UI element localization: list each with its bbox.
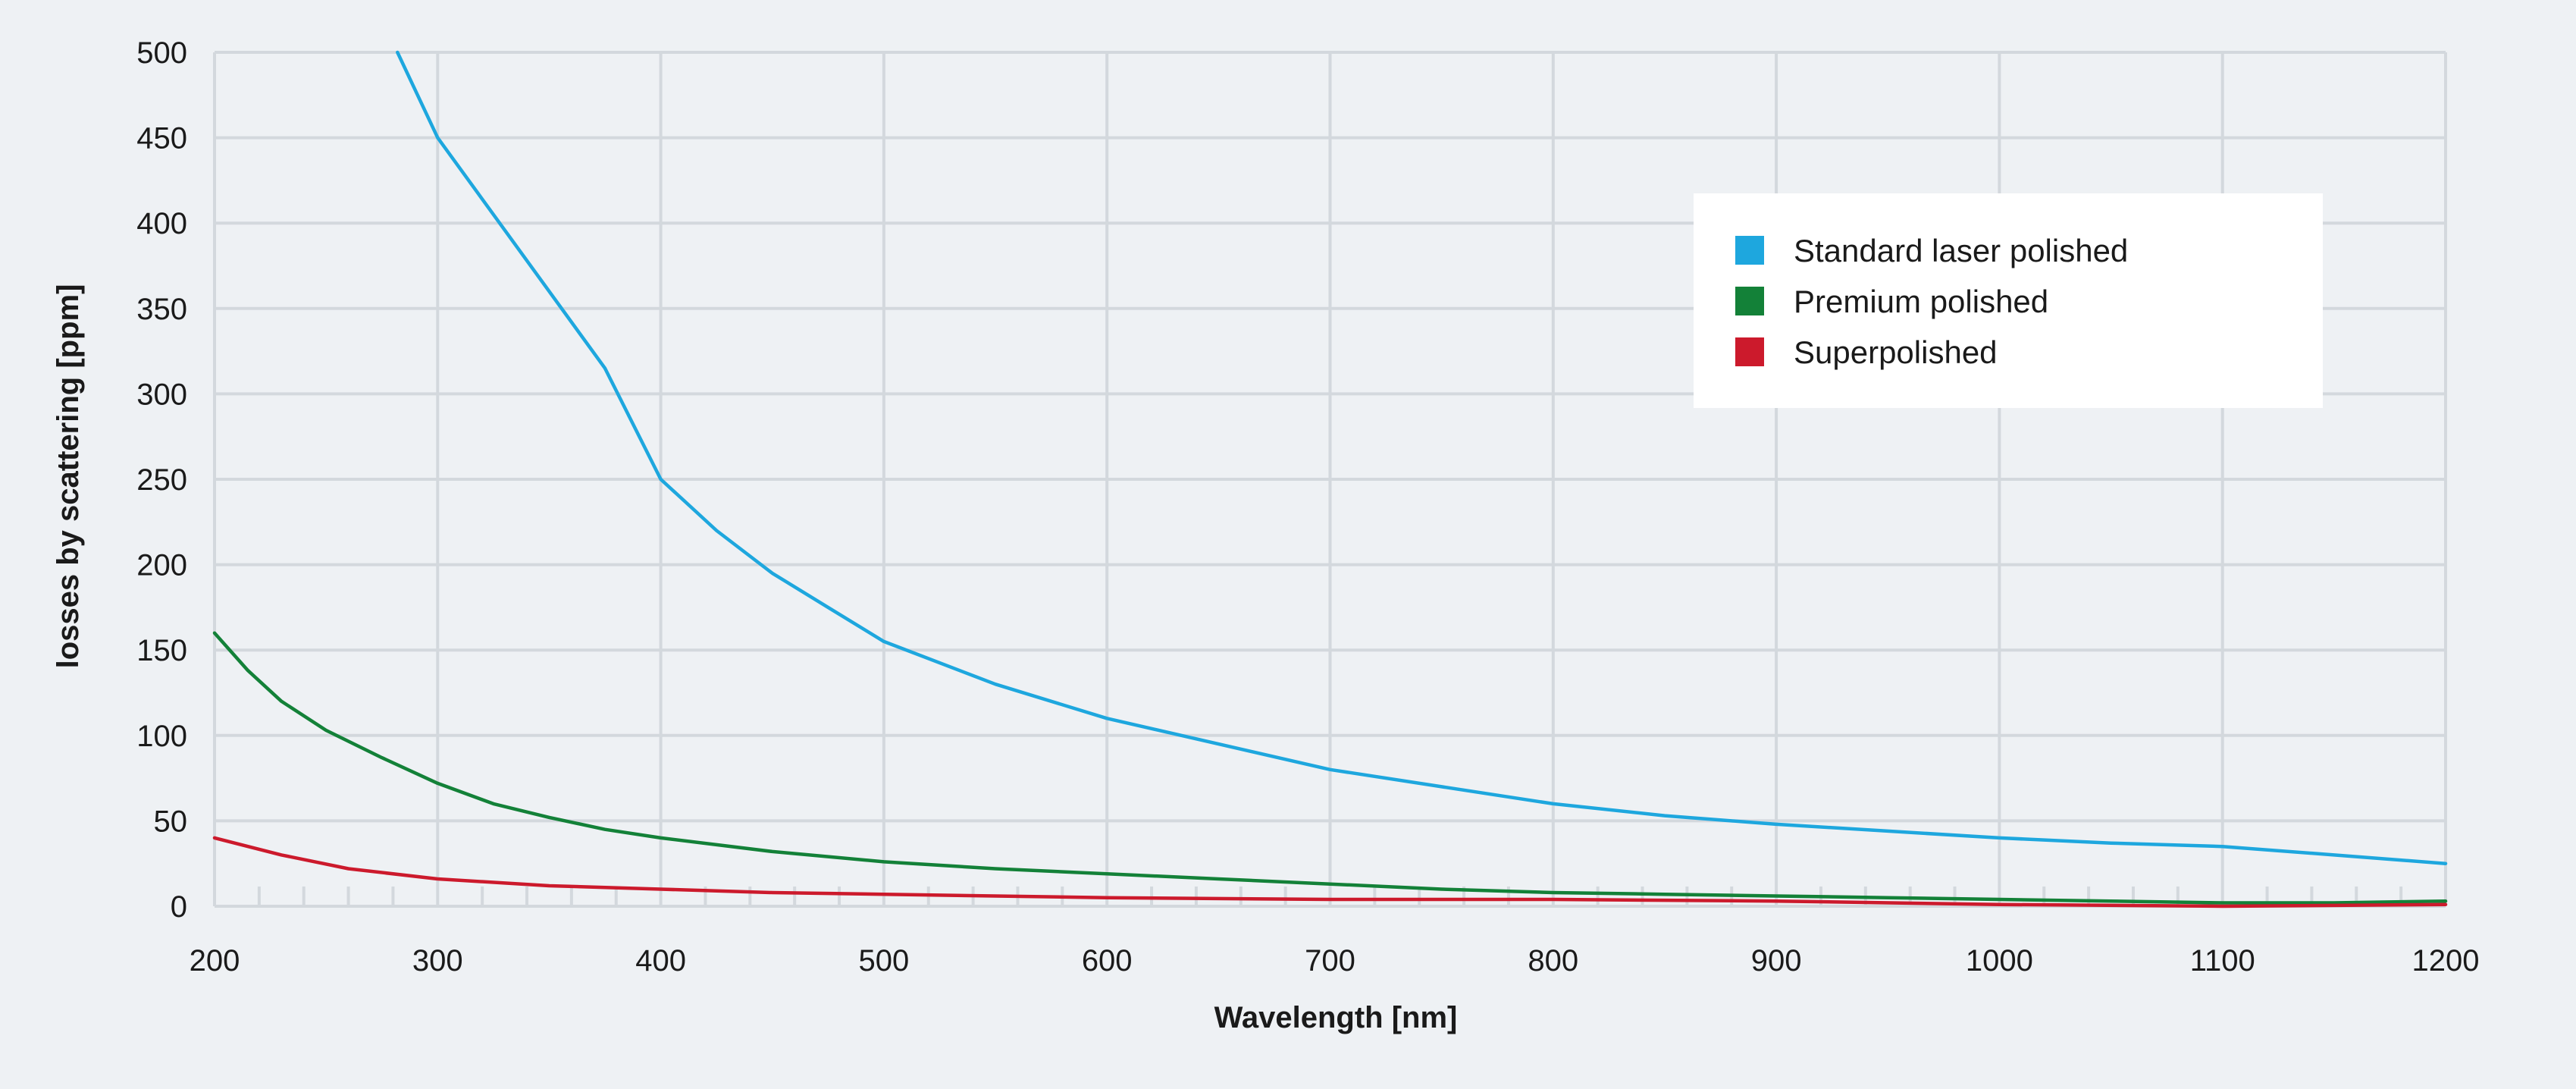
- legend-label: Superpolished: [1794, 334, 1998, 370]
- legend-swatch: [1735, 337, 1764, 366]
- y-tick-label: 300: [136, 378, 187, 411]
- x-tick-label: 800: [1528, 944, 1578, 978]
- x-tick-label: 1100: [2190, 944, 2255, 978]
- y-tick-label: 0: [171, 890, 187, 924]
- series-line-premium-polished: [212, 631, 2448, 905]
- y-tick-label: 350: [136, 293, 187, 326]
- series-line-standard-laser-polished: [396, 50, 2448, 865]
- x-tick-label: 1000: [1966, 944, 2033, 978]
- x-tick-label: 400: [635, 944, 686, 978]
- x-tick-label: 300: [412, 944, 463, 978]
- y-tick-label: 250: [136, 463, 187, 497]
- y-tick-label: 500: [136, 36, 187, 70]
- y-tick-label: 100: [136, 720, 187, 753]
- y-tick-label: 450: [136, 122, 187, 155]
- legend-items: Standard laser polished Premium polished S…: [1735, 233, 2128, 370]
- legend-box: [1694, 193, 2323, 408]
- x-tick-label: 1200: [2412, 944, 2480, 978]
- x-tick-label: 900: [1751, 944, 1802, 978]
- x-tick-label: 700: [1305, 944, 1355, 978]
- legend-label: Premium polished: [1794, 284, 2048, 319]
- legend-swatch: [1735, 236, 1764, 265]
- y-axis-title: losses by scattering [ppm]: [52, 284, 85, 669]
- x-tick-label: 200: [190, 944, 240, 978]
- x-tick-label: 600: [1082, 944, 1133, 978]
- legend: Standard laser polished Premium polished S…: [1694, 193, 2323, 408]
- x-tick-labels: 200 300 400 500 600 700 800 900 1000 1100 1200: [190, 944, 2480, 978]
- x-tick-label: 500: [859, 944, 910, 978]
- y-tick-label: 150: [136, 634, 187, 667]
- y-tick-label: 400: [136, 207, 187, 240]
- x-axis-title: Wavelength [nm]: [1214, 1001, 1458, 1034]
- series-line-superpolished: [212, 836, 2448, 909]
- y-tick-label: 200: [136, 549, 187, 582]
- legend-label: Standard laser polished: [1794, 233, 2128, 268]
- y-tick-label: 50: [154, 805, 188, 838]
- legend-swatch: [1735, 287, 1764, 315]
- series-lines: [212, 50, 2448, 909]
- y-tick-labels: 0 50 100 150 200 250 300 350 400 450 500: [136, 36, 187, 924]
